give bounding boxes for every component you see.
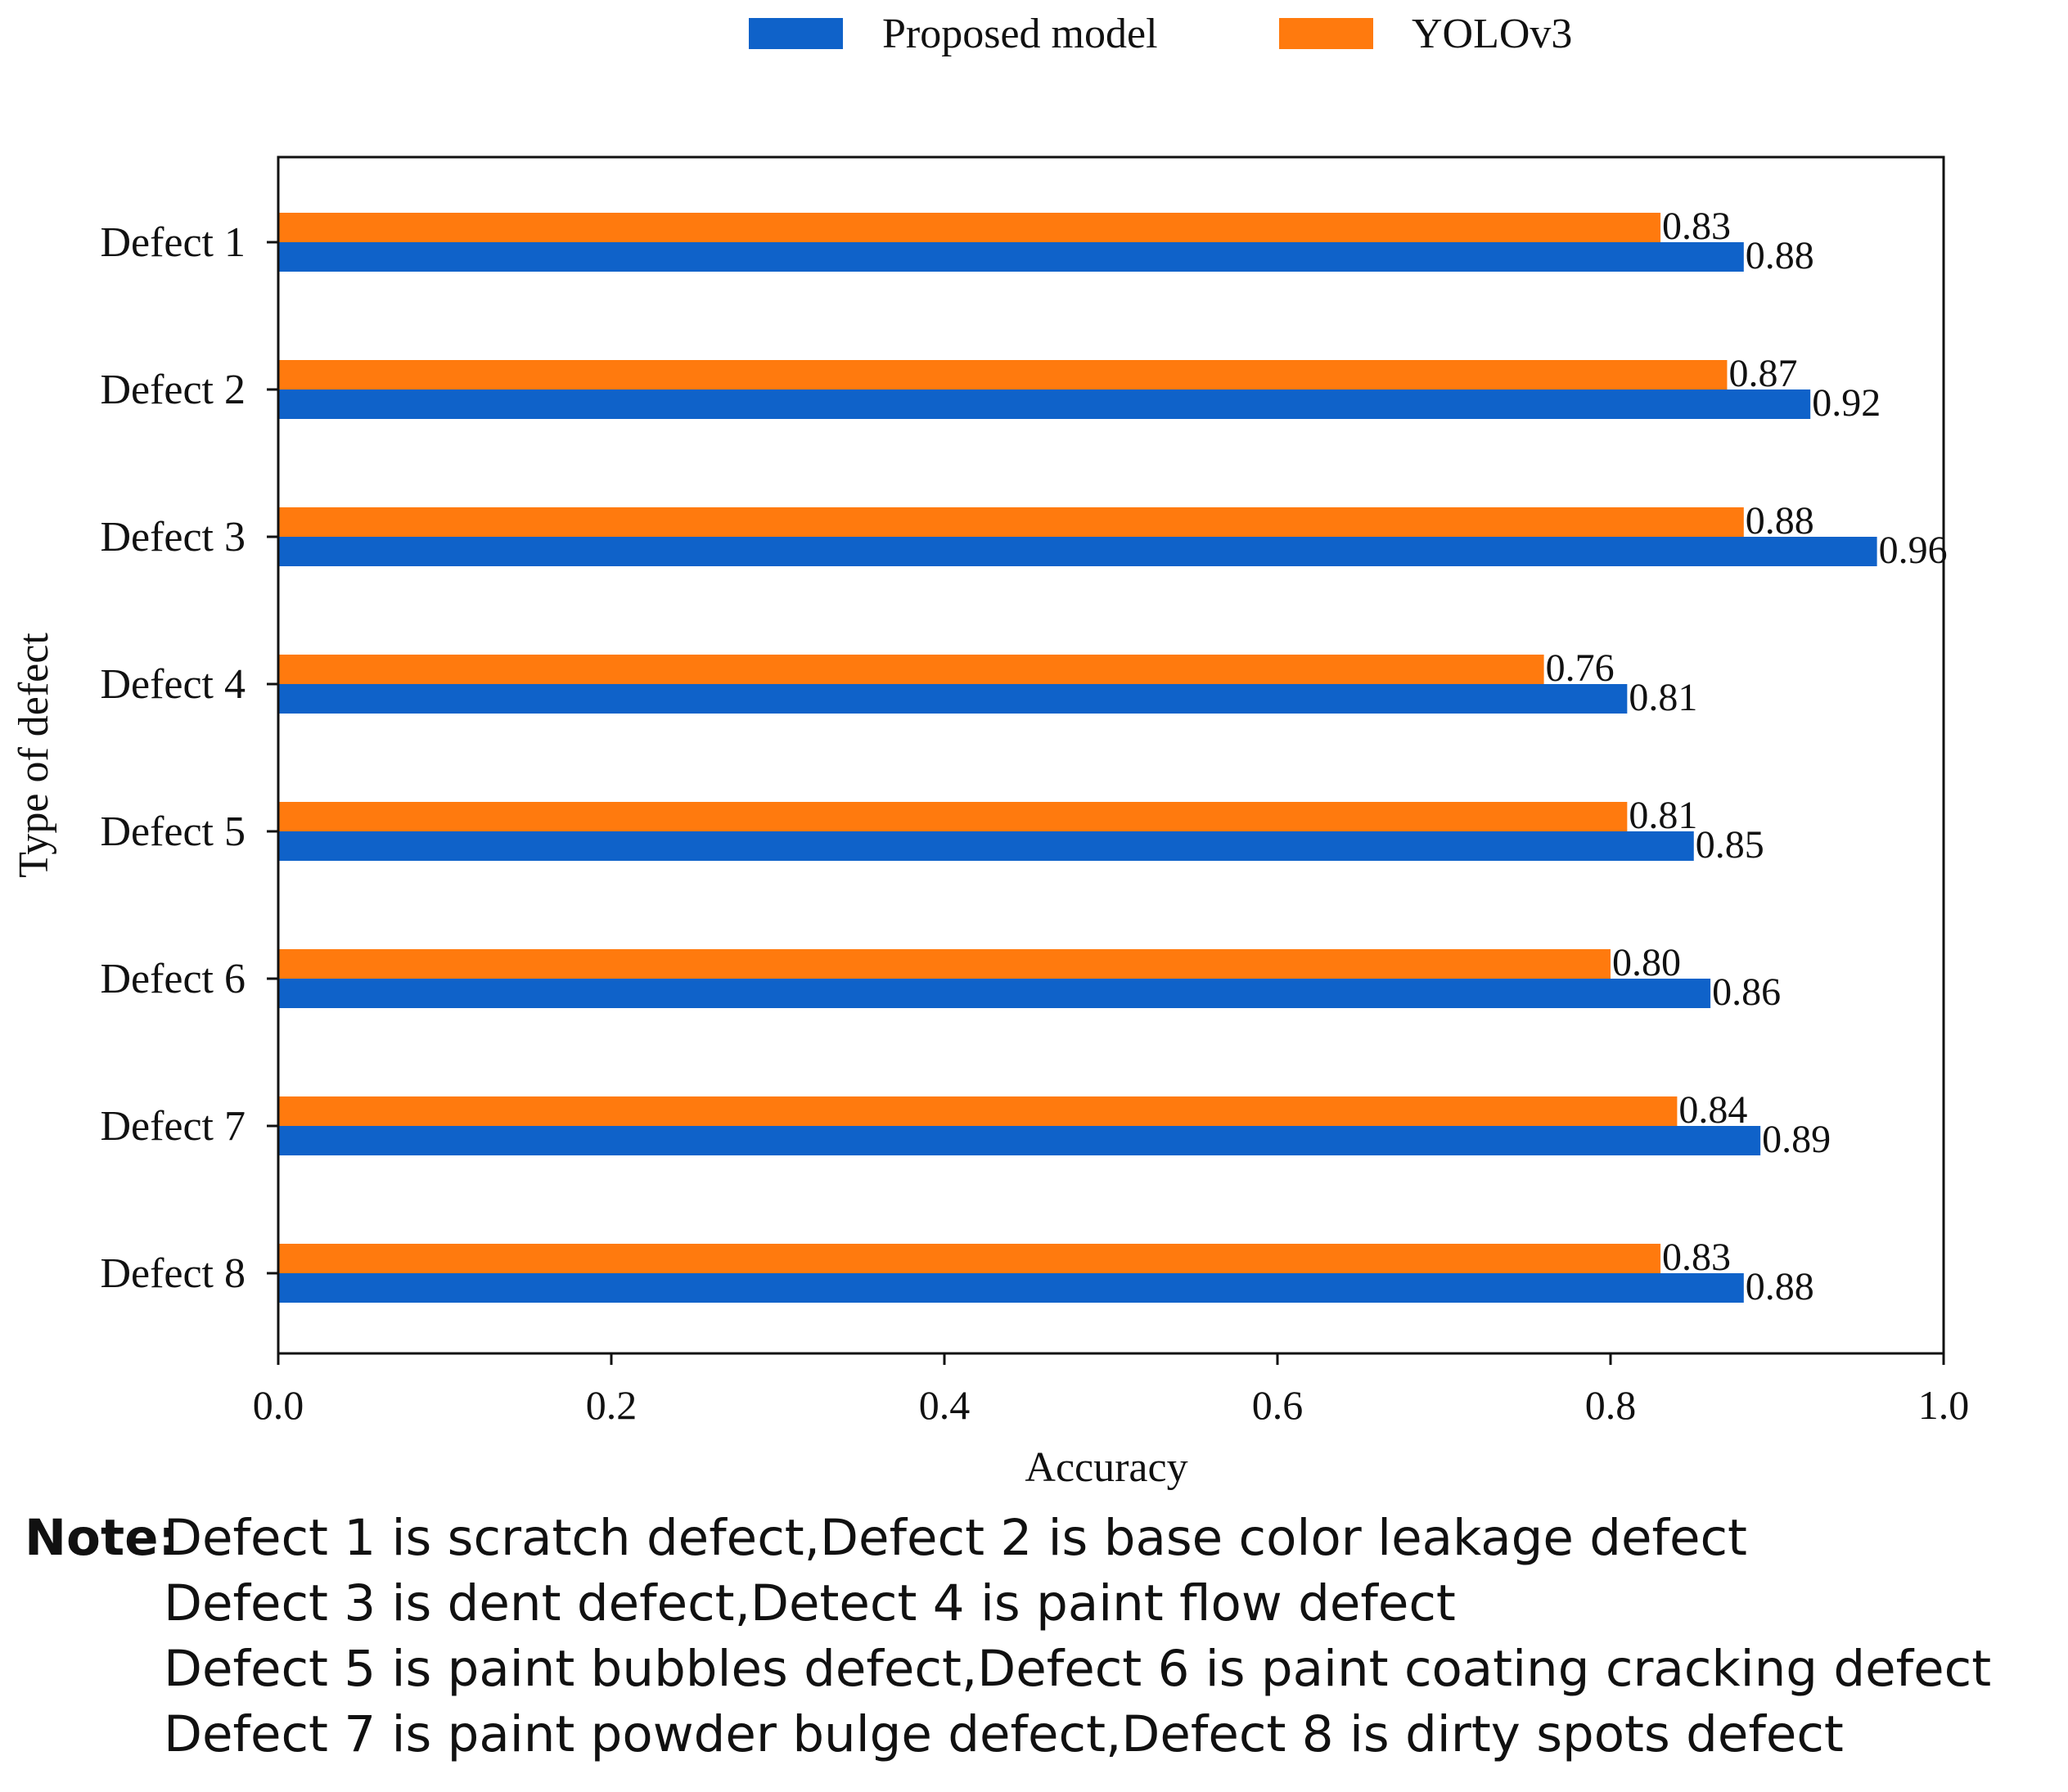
note-label: Note: <box>25 1509 178 1567</box>
y-tick-label: Defect 6 <box>100 956 246 1002</box>
value-label-yolov3: 0.80 <box>1612 941 1681 984</box>
note-line: Defect 1 is scratch defect,Defect 2 is b… <box>164 1509 1747 1567</box>
note-row: Note: Defect 1 is scratch defect,Defect … <box>25 1506 2054 1571</box>
bar-yolov3 <box>278 507 1744 537</box>
value-label-proposed-model: 0.85 <box>1696 823 1764 867</box>
note-block: Note: Defect 1 is scratch defect,Defect … <box>25 1506 2054 1767</box>
y-axis-label: Type of defect <box>11 633 57 878</box>
value-label-yolov3: 0.87 <box>1728 352 1797 395</box>
bar-yolov3 <box>278 802 1628 831</box>
bar-yolov3 <box>278 655 1544 684</box>
bar-proposed-model <box>278 1126 1761 1155</box>
value-label-proposed-model: 0.81 <box>1629 676 1697 719</box>
bar-yolov3 <box>278 1096 1678 1126</box>
x-tick-label: 1.0 <box>1918 1382 1970 1428</box>
note-row: Defect 5 is paint bubbles defect,Defect … <box>25 1637 2054 1702</box>
value-label-proposed-model: 0.88 <box>1746 1265 1814 1308</box>
y-tick-label: Defect 3 <box>100 514 246 561</box>
legend-swatch-proposed-model <box>749 18 843 49</box>
x-tick-label: 0.4 <box>919 1382 971 1428</box>
note-indent <box>25 1702 164 1767</box>
bar-proposed-model <box>278 389 1811 419</box>
x-tick-label: 0.6 <box>1252 1382 1304 1428</box>
note-line: Defect 3 is dent defect,Detect 4 is pain… <box>164 1574 1456 1632</box>
y-tick-label: Defect 1 <box>100 219 246 266</box>
x-axis-label: Accuracy <box>1025 1444 1187 1491</box>
value-label-proposed-model: 0.86 <box>1712 970 1781 1014</box>
legend-swatch-yolov3 <box>1279 18 1373 49</box>
note-line: Defect 7 is paint powder bulge defect,De… <box>164 1705 1844 1763</box>
note-indent <box>25 1571 164 1637</box>
bar-yolov3 <box>278 949 1611 979</box>
y-tick-label: Defect 5 <box>100 808 246 855</box>
bar-yolov3 <box>278 360 1728 389</box>
bar-proposed-model <box>278 831 1694 861</box>
note-line: Defect 5 is paint bubbles defect,Defect … <box>164 1640 1992 1698</box>
value-label-yolov3: 0.83 <box>1662 205 1731 248</box>
value-label-proposed-model: 0.89 <box>1762 1118 1831 1161</box>
x-axis: 0.0 0.2 0.4 0.6 0.8 1.0 <box>253 1353 1970 1428</box>
value-label-yolov3: 0.84 <box>1678 1088 1747 1132</box>
bars <box>278 213 1877 1303</box>
bar-proposed-model <box>278 1273 1744 1303</box>
x-tick-label: 0.8 <box>1585 1382 1637 1428</box>
value-labels: 0.830.880.870.920.880.960.760.810.810.85… <box>1546 205 1948 1308</box>
bar-yolov3 <box>278 213 1661 242</box>
legend-label-proposed-model: Proposed model <box>882 11 1158 57</box>
y-tick-label: Defect 8 <box>100 1250 246 1297</box>
y-tick-label: Defect 7 <box>100 1103 246 1150</box>
value-label-yolov3: 0.76 <box>1546 646 1615 690</box>
legend-label-yolov3: YOLOv3 <box>1412 11 1572 57</box>
x-tick-label: 0.2 <box>586 1382 638 1428</box>
value-label-proposed-model: 0.96 <box>1879 529 1948 572</box>
note-indent <box>25 1637 164 1702</box>
bar-proposed-model <box>278 979 1711 1008</box>
bar-proposed-model <box>278 537 1877 566</box>
note-row: Defect 7 is paint powder bulge defect,De… <box>25 1702 2054 1767</box>
value-label-yolov3: 0.81 <box>1629 794 1697 837</box>
bar-yolov3 <box>278 1244 1661 1273</box>
plot-frame <box>277 155 1945 1355</box>
y-axis: Defect 1 Defect 2 Defect 3 Defect 4 Defect 5… <box>100 219 278 1297</box>
legend: Proposed model YOLOv3 <box>749 11 1572 57</box>
value-label-yolov3: 0.88 <box>1746 499 1814 543</box>
note-row: Defect 3 is dent defect,Detect 4 is pain… <box>25 1571 2054 1637</box>
bar-proposed-model <box>278 684 1628 714</box>
value-label-proposed-model: 0.88 <box>1746 234 1814 277</box>
value-label-yolov3: 0.83 <box>1662 1236 1731 1279</box>
y-tick-label: Defect 4 <box>100 661 246 708</box>
bar-proposed-model <box>278 242 1744 272</box>
x-tick-label: 0.0 <box>253 1382 304 1428</box>
y-tick-label: Defect 2 <box>100 367 246 413</box>
value-label-proposed-model: 0.92 <box>1812 381 1881 425</box>
